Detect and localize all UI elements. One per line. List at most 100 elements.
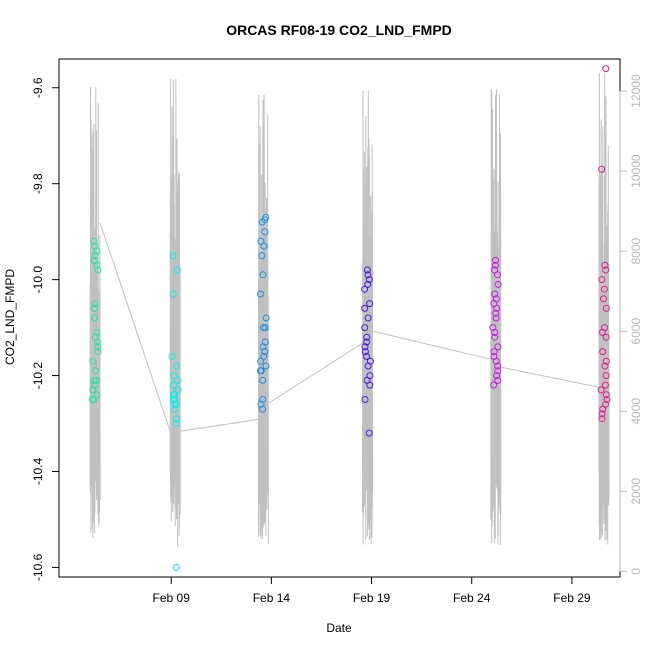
data-point bbox=[364, 314, 372, 322]
data-point bbox=[361, 304, 369, 312]
data-point bbox=[94, 266, 102, 274]
data-point bbox=[260, 352, 268, 360]
data-point bbox=[602, 372, 610, 380]
data-point bbox=[491, 261, 499, 269]
data-point bbox=[601, 362, 609, 370]
flight-series bbox=[597, 65, 611, 423]
y-tick-label: -10.6 bbox=[31, 553, 45, 581]
altitude-transit-line bbox=[268, 342, 363, 404]
x-tick-label: Feb 19 bbox=[353, 591, 391, 605]
data-point bbox=[491, 333, 499, 341]
data-point bbox=[492, 309, 500, 317]
data-point bbox=[602, 65, 610, 73]
data-point bbox=[258, 252, 266, 260]
data-point bbox=[174, 376, 182, 384]
data-point bbox=[490, 381, 498, 389]
data-point bbox=[492, 314, 500, 322]
data-point bbox=[89, 396, 96, 403]
data-point bbox=[170, 391, 177, 399]
y-axis-left: -10.6 -10.4 -10.2 -10.0 -9.8 -9.6 bbox=[31, 77, 60, 581]
data-point bbox=[90, 237, 98, 245]
data-point bbox=[490, 348, 498, 356]
x-axis: Feb 09 Feb 14 Feb 19 Feb 24 Feb 29 bbox=[153, 576, 591, 605]
data-point bbox=[94, 338, 102, 346]
y-tick-label: -10.2 bbox=[31, 362, 45, 390]
flight-series bbox=[489, 256, 502, 389]
y2-tick-label: 2000 bbox=[629, 478, 643, 505]
data-point bbox=[494, 280, 502, 288]
data-point bbox=[494, 271, 501, 279]
data-point bbox=[172, 420, 180, 427]
x-tick-label: Feb 29 bbox=[553, 591, 591, 605]
altitude-transit-line bbox=[99, 222, 171, 432]
data-point bbox=[170, 381, 177, 389]
data-point bbox=[366, 300, 374, 308]
y2-tick-label: 8000 bbox=[629, 237, 643, 264]
x-axis-label: Date bbox=[326, 621, 352, 635]
y-tick-label: -10.0 bbox=[31, 266, 45, 294]
data-point bbox=[492, 357, 500, 365]
y-tick-label: -9.8 bbox=[31, 173, 45, 194]
data-point bbox=[257, 400, 265, 408]
data-point bbox=[173, 415, 181, 423]
data-point bbox=[261, 228, 269, 236]
data-point bbox=[494, 362, 502, 370]
data-point bbox=[599, 405, 607, 413]
data-point bbox=[256, 367, 264, 375]
data-point bbox=[258, 218, 266, 226]
flight-series bbox=[361, 266, 374, 437]
y-axis-label: CO2_LND_FMPD bbox=[3, 269, 17, 365]
data-point bbox=[365, 429, 373, 437]
data-point bbox=[94, 348, 102, 356]
data-point bbox=[361, 396, 369, 403]
data-point bbox=[259, 396, 267, 403]
data-point bbox=[364, 271, 372, 279]
data-point bbox=[494, 343, 502, 351]
data-point bbox=[89, 357, 97, 365]
altitude-transit-line bbox=[500, 366, 600, 388]
data-point bbox=[603, 396, 611, 403]
data-point bbox=[172, 563, 180, 571]
data-point bbox=[93, 391, 101, 399]
data-point bbox=[262, 314, 270, 322]
data-point bbox=[94, 343, 102, 351]
data-point bbox=[91, 300, 99, 308]
data-point bbox=[91, 252, 99, 260]
data-point bbox=[364, 362, 372, 370]
data-point bbox=[171, 405, 179, 413]
data-point bbox=[261, 348, 269, 356]
data-point bbox=[259, 271, 267, 279]
data-point bbox=[170, 372, 178, 380]
altitude-transit-line bbox=[180, 418, 259, 432]
data-point bbox=[363, 333, 371, 341]
data-point bbox=[597, 386, 605, 394]
altitude-transit-line bbox=[372, 330, 491, 360]
y-tick-label: -9.6 bbox=[31, 77, 45, 98]
data-point bbox=[366, 381, 374, 389]
y2-tick-label: 6000 bbox=[629, 318, 643, 345]
data-point bbox=[260, 242, 268, 250]
data-point bbox=[259, 376, 267, 384]
data-point bbox=[173, 400, 180, 408]
flight-series bbox=[89, 237, 102, 403]
data-point bbox=[491, 290, 499, 298]
data-point bbox=[602, 304, 610, 312]
data-point bbox=[598, 276, 606, 284]
data-point bbox=[602, 357, 610, 365]
data-point bbox=[169, 396, 177, 403]
data-point bbox=[173, 362, 181, 370]
x-tick-label: Feb 09 bbox=[153, 591, 191, 605]
plot-frame bbox=[58, 58, 621, 578]
data-point bbox=[93, 261, 101, 269]
data-point bbox=[365, 276, 373, 284]
data-point bbox=[598, 165, 606, 173]
data-point bbox=[494, 367, 502, 375]
data-point bbox=[361, 343, 369, 351]
y2-tick-label: 12000 bbox=[629, 74, 643, 108]
data-point bbox=[492, 256, 499, 264]
altitude-profile bbox=[169, 78, 181, 547]
data-point bbox=[173, 266, 181, 274]
data-point bbox=[262, 362, 270, 370]
y-tick-label: -10.4 bbox=[31, 457, 45, 485]
